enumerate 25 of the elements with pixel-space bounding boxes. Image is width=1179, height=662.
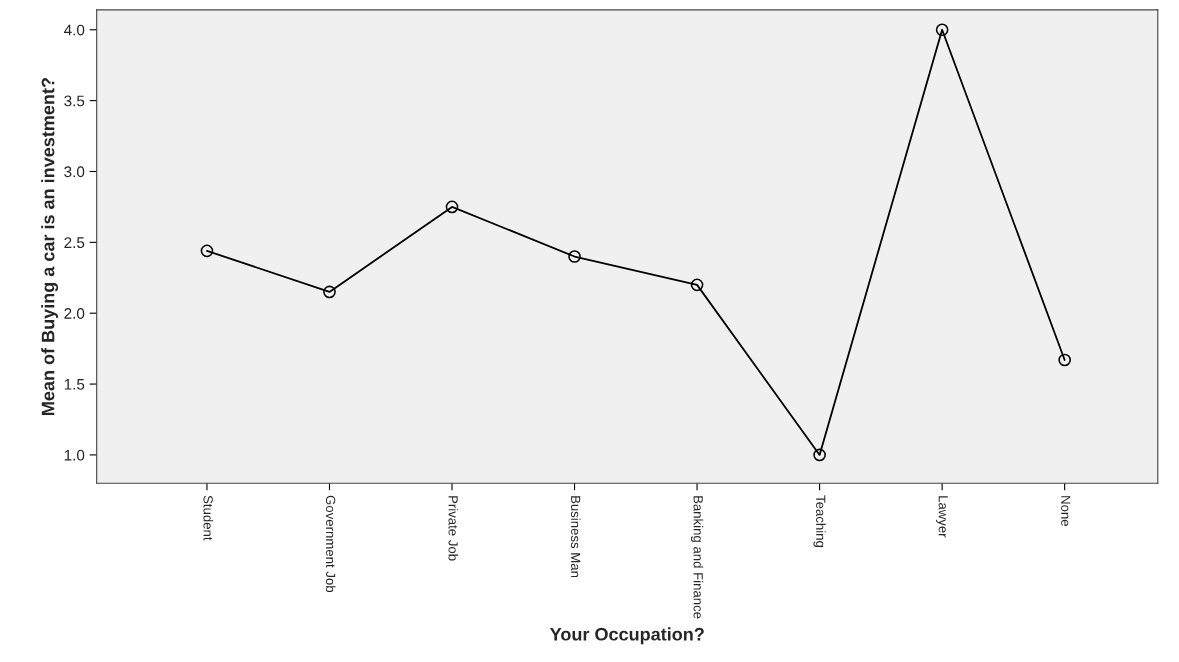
x-tick-label: Business Man: [571, 496, 581, 578]
x-tick-label: Teaching: [813, 495, 826, 548]
y-tick-label: 3.5: [64, 95, 85, 107]
y-axis-title: Mean of Buying a car is an investment?: [41, 78, 59, 415]
y-tick-label: 1.5: [64, 379, 85, 390]
y-tick-label: 2.5: [64, 237, 85, 249]
x-tick-label: Student: [203, 495, 214, 541]
point: [813, 448, 826, 462]
point: [1058, 353, 1071, 367]
point: [935, 23, 949, 37]
point: [323, 285, 336, 299]
point: [445, 200, 459, 214]
point: [568, 250, 581, 263]
point: [690, 278, 704, 292]
x-tick-label: None: [1061, 496, 1071, 527]
x-tick-label: Lawyer: [935, 496, 948, 538]
y-tick-label: 4.0: [63, 24, 85, 36]
x-axis-title: Your Occupation?: [549, 627, 704, 645]
y-tick-label: 2.0: [64, 308, 85, 319]
x-tick-label: Banking and Finance: [690, 496, 704, 619]
y-tick-label: 3.0: [64, 166, 85, 178]
point: [200, 244, 214, 258]
y-tick-label: 1.0: [64, 449, 85, 461]
x-tick-label: Government Job: [325, 495, 336, 593]
x-tick-label: Private Job: [448, 496, 459, 561]
